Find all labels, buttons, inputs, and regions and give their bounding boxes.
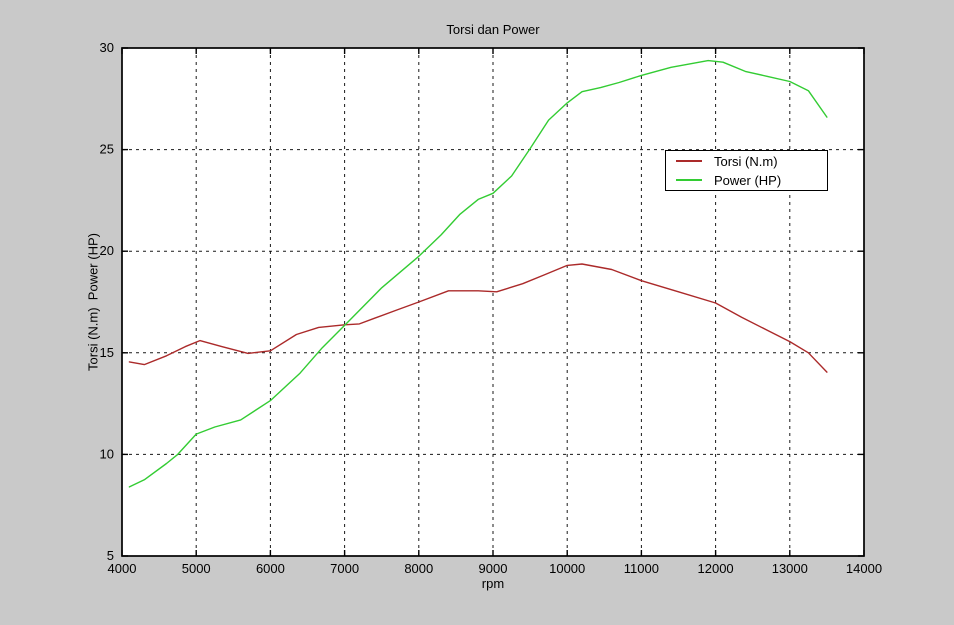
y-tick-label: 30 [100, 40, 114, 55]
power-line-sample [676, 179, 702, 181]
series-line-power [128, 59, 828, 488]
y-axis-label: Torsi (N.m) Power (HP) [85, 233, 101, 371]
y-tick-label: 10 [100, 446, 114, 461]
legend-label-power: Power (HP) [714, 172, 782, 188]
x-tick-label: 11000 [624, 561, 659, 576]
x-axis-label: rpm [481, 576, 505, 591]
chart-title: Torsi dan Power [446, 22, 540, 37]
x-tick-label: 4000 [108, 561, 137, 576]
x-tick-label: 7000 [330, 561, 359, 576]
x-tick-label: 9000 [479, 561, 508, 576]
x-tick-label: 8000 [404, 561, 433, 576]
legend-item-power: Power (HP) [666, 172, 827, 188]
x-tick-label: 13000 [772, 561, 808, 576]
y-tick-label: 25 [100, 142, 114, 157]
x-tick-label: 5000 [182, 561, 211, 576]
y-tick-label: 20 [100, 243, 114, 258]
series-line-torsi [128, 263, 828, 373]
legend-label-torsi: Torsi (N.m) [714, 153, 778, 169]
x-tick-label: 10000 [549, 561, 585, 576]
x-tick-label: 6000 [256, 561, 285, 576]
legend-item-torsi: Torsi (N.m) [666, 153, 827, 169]
torsi-line-sample [676, 160, 702, 162]
y-tick-label: 15 [100, 345, 114, 360]
legend-box: Torsi (N.m) Power (HP) [665, 150, 828, 191]
x-tick-label: 14000 [846, 561, 882, 576]
x-tick-label: 12000 [698, 561, 734, 576]
y-tick-label: 5 [107, 548, 114, 563]
